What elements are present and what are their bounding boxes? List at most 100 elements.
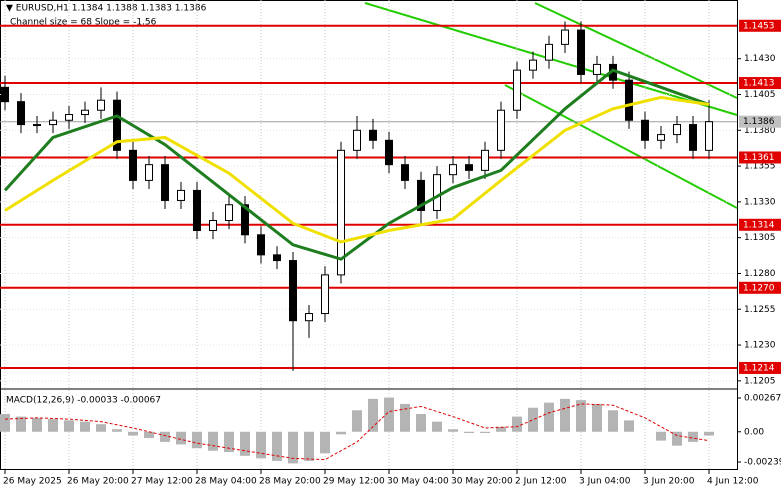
macd-bar (96, 424, 106, 432)
candle-body (369, 129, 377, 141)
candle-body (225, 204, 233, 221)
macd-bar (544, 402, 554, 432)
y-tick-label: 1.1330 (744, 197, 776, 207)
candle-body (161, 164, 169, 201)
y-tick-label: 1.1380 (744, 126, 776, 136)
macd-bar (336, 431, 346, 435)
current-price-tag (739, 115, 781, 128)
candle-body (1, 86, 9, 103)
macd-bar (80, 421, 90, 432)
chart-title: ▼ EURUSD,H1 1.1384 1.1388 1.1383 1.1386 (6, 4, 207, 14)
candle-body (705, 121, 713, 151)
macd-bar (224, 431, 234, 453)
x-tick-label: 30 May 20:00 (451, 477, 513, 487)
macd-bar (192, 431, 202, 449)
macd-bar (16, 416, 26, 432)
candle-body (417, 179, 425, 211)
macd-bar (432, 421, 442, 432)
y-tick-label: 1.1280 (744, 269, 776, 279)
candle-body (481, 149, 489, 171)
candle-body (33, 124, 41, 127)
candle-body (433, 174, 441, 211)
macd-bar (320, 431, 330, 454)
macd-bar (288, 431, 298, 464)
candle-body (193, 189, 201, 232)
macd-bar (528, 407, 538, 432)
macd-bar (112, 429, 122, 432)
x-tick-label: 30 May 04:00 (387, 477, 449, 487)
x-tick-label: 3 Jun 20:00 (643, 477, 695, 487)
x-tick-label: 28 May 04:00 (195, 477, 257, 487)
candle-body (321, 274, 329, 315)
candle-body (657, 134, 665, 141)
x-tick-label: 28 May 20:00 (259, 477, 321, 487)
candle-body (353, 129, 361, 151)
macd-bar (176, 431, 186, 445)
candle-body (593, 63, 601, 75)
macd-bar (128, 431, 138, 436)
level-label: 1.1453 (743, 21, 775, 31)
macd-bar (496, 426, 506, 432)
level-tag (739, 281, 781, 294)
y-tick-label: 1.1355 (744, 162, 776, 172)
candle-body (385, 139, 393, 166)
candle-body (561, 29, 569, 45)
y-tick-label: 1.1305 (744, 233, 776, 243)
macd-bar (304, 431, 314, 461)
level-label: 1.1214 (743, 363, 775, 373)
level-label: 1.1413 (743, 79, 775, 89)
y-tick-label: 1.1230 (744, 341, 776, 351)
candle-body (289, 260, 297, 322)
macd-bar (704, 431, 714, 436)
macd-bar (240, 431, 250, 456)
candle-body (513, 69, 521, 111)
candle-body (257, 234, 265, 256)
candle-body (97, 99, 105, 111)
x-tick-label: 4 Jun 12:00 (707, 477, 759, 487)
candle-body (209, 219, 217, 232)
x-tick-label: 26 May 20:00 (67, 477, 129, 487)
y-tick-label: -0.00239 (744, 458, 781, 468)
macd-bar (208, 431, 218, 451)
macd-bar (624, 420, 634, 432)
macd-bar (592, 403, 602, 432)
level-tag (739, 77, 781, 90)
candle-body (497, 109, 505, 151)
line (4, 403, 710, 461)
macd-bar (160, 431, 170, 442)
macd-bar (512, 416, 522, 432)
candle-body (337, 149, 345, 276)
level-tag (739, 19, 781, 32)
candle-body (641, 119, 649, 141)
macd-bar (368, 398, 378, 432)
macd-bar (144, 431, 154, 439)
macd-bar (64, 420, 74, 432)
macd-bar (416, 414, 426, 432)
y-tick-label: 1.1255 (744, 305, 776, 315)
candle-body (177, 189, 185, 201)
y-tick-label: 1.1430 (744, 54, 776, 64)
macd-bar (448, 429, 458, 432)
candle-body (273, 254, 281, 262)
macd-bar (480, 431, 490, 434)
y-tick-label: 1.1405 (744, 90, 776, 100)
y-tick-label: 0.00 (744, 427, 764, 437)
candle-body (689, 124, 697, 151)
channel-lower (504, 84, 738, 209)
macd-bar (688, 431, 698, 442)
candle-body (529, 59, 537, 71)
line (3, 68, 710, 261)
candle-body (49, 119, 57, 126)
level-tag (739, 151, 781, 164)
line (4, 95, 710, 244)
x-tick-label: 3 Jun 04:00 (579, 477, 631, 487)
macd-bar (0, 414, 10, 432)
macd-bar (384, 397, 394, 432)
x-tick-label: 26 May 2025 (3, 477, 62, 487)
candle-body (17, 101, 25, 126)
candle-body (625, 79, 633, 121)
macd-bar (560, 398, 570, 432)
macd-bar (256, 431, 266, 459)
level-label: 1.1361 (743, 153, 775, 163)
candle-body (449, 164, 457, 176)
